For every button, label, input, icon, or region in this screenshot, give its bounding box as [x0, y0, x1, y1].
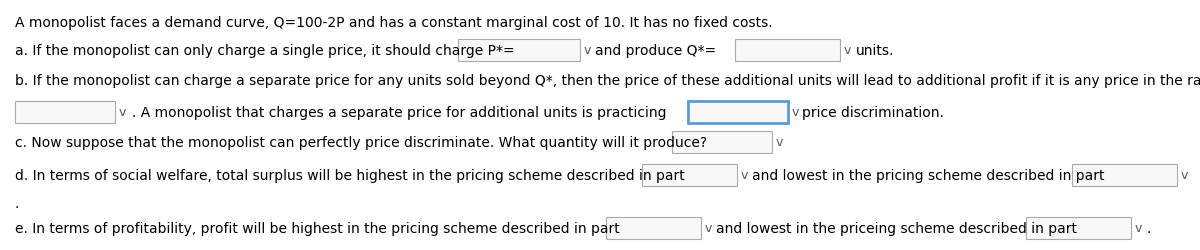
Text: v: v	[844, 44, 851, 57]
Text: v: v	[792, 106, 799, 119]
FancyBboxPatch shape	[458, 40, 580, 62]
FancyBboxPatch shape	[14, 102, 115, 124]
Text: b. If the monopolist can charge a separate price for any units sold beyond Q*, t: b. If the monopolist can charge a separa…	[14, 74, 1200, 88]
Text: c. Now suppose that the monopolist can perfectly price discriminate. What quanti: c. Now suppose that the monopolist can p…	[14, 136, 707, 149]
Text: A monopolist faces a demand curve, Q=100-2P and has a constant marginal cost of : A monopolist faces a demand curve, Q=100…	[14, 16, 773, 30]
FancyBboxPatch shape	[1072, 164, 1177, 186]
Text: .: .	[14, 196, 19, 210]
Text: v: v	[776, 136, 784, 149]
Text: v: v	[584, 44, 592, 57]
Text: v: v	[706, 222, 713, 234]
FancyBboxPatch shape	[1026, 217, 1132, 239]
Text: v: v	[119, 106, 126, 119]
Text: . A monopolist that charges a separate price for additional units is practicing: . A monopolist that charges a separate p…	[132, 106, 666, 120]
Text: and lowest in the priceing scheme described in part: and lowest in the priceing scheme descri…	[716, 221, 1078, 235]
Text: price discrimination.: price discrimination.	[802, 106, 944, 120]
FancyBboxPatch shape	[734, 40, 840, 62]
Text: v: v	[1135, 222, 1142, 234]
FancyBboxPatch shape	[642, 164, 737, 186]
Text: e. In terms of profitability, profit will be highest in the pricing scheme descr: e. In terms of profitability, profit wil…	[14, 221, 619, 235]
Text: units.: units.	[856, 44, 894, 58]
FancyBboxPatch shape	[688, 102, 788, 124]
FancyBboxPatch shape	[672, 132, 772, 154]
Text: a. If the monopolist can only charge a single price, it should charge P*=: a. If the monopolist can only charge a s…	[14, 44, 515, 58]
Text: v: v	[742, 169, 749, 182]
Text: and lowest in the pricing scheme described in part: and lowest in the pricing scheme describ…	[752, 168, 1104, 182]
Text: and produce Q*=: and produce Q*=	[595, 44, 716, 58]
Text: v: v	[1181, 169, 1188, 182]
Text: .: .	[1146, 221, 1151, 235]
FancyBboxPatch shape	[606, 217, 701, 239]
Text: d. In terms of social welfare, total surplus will be highest in the pricing sche: d. In terms of social welfare, total sur…	[14, 168, 685, 182]
